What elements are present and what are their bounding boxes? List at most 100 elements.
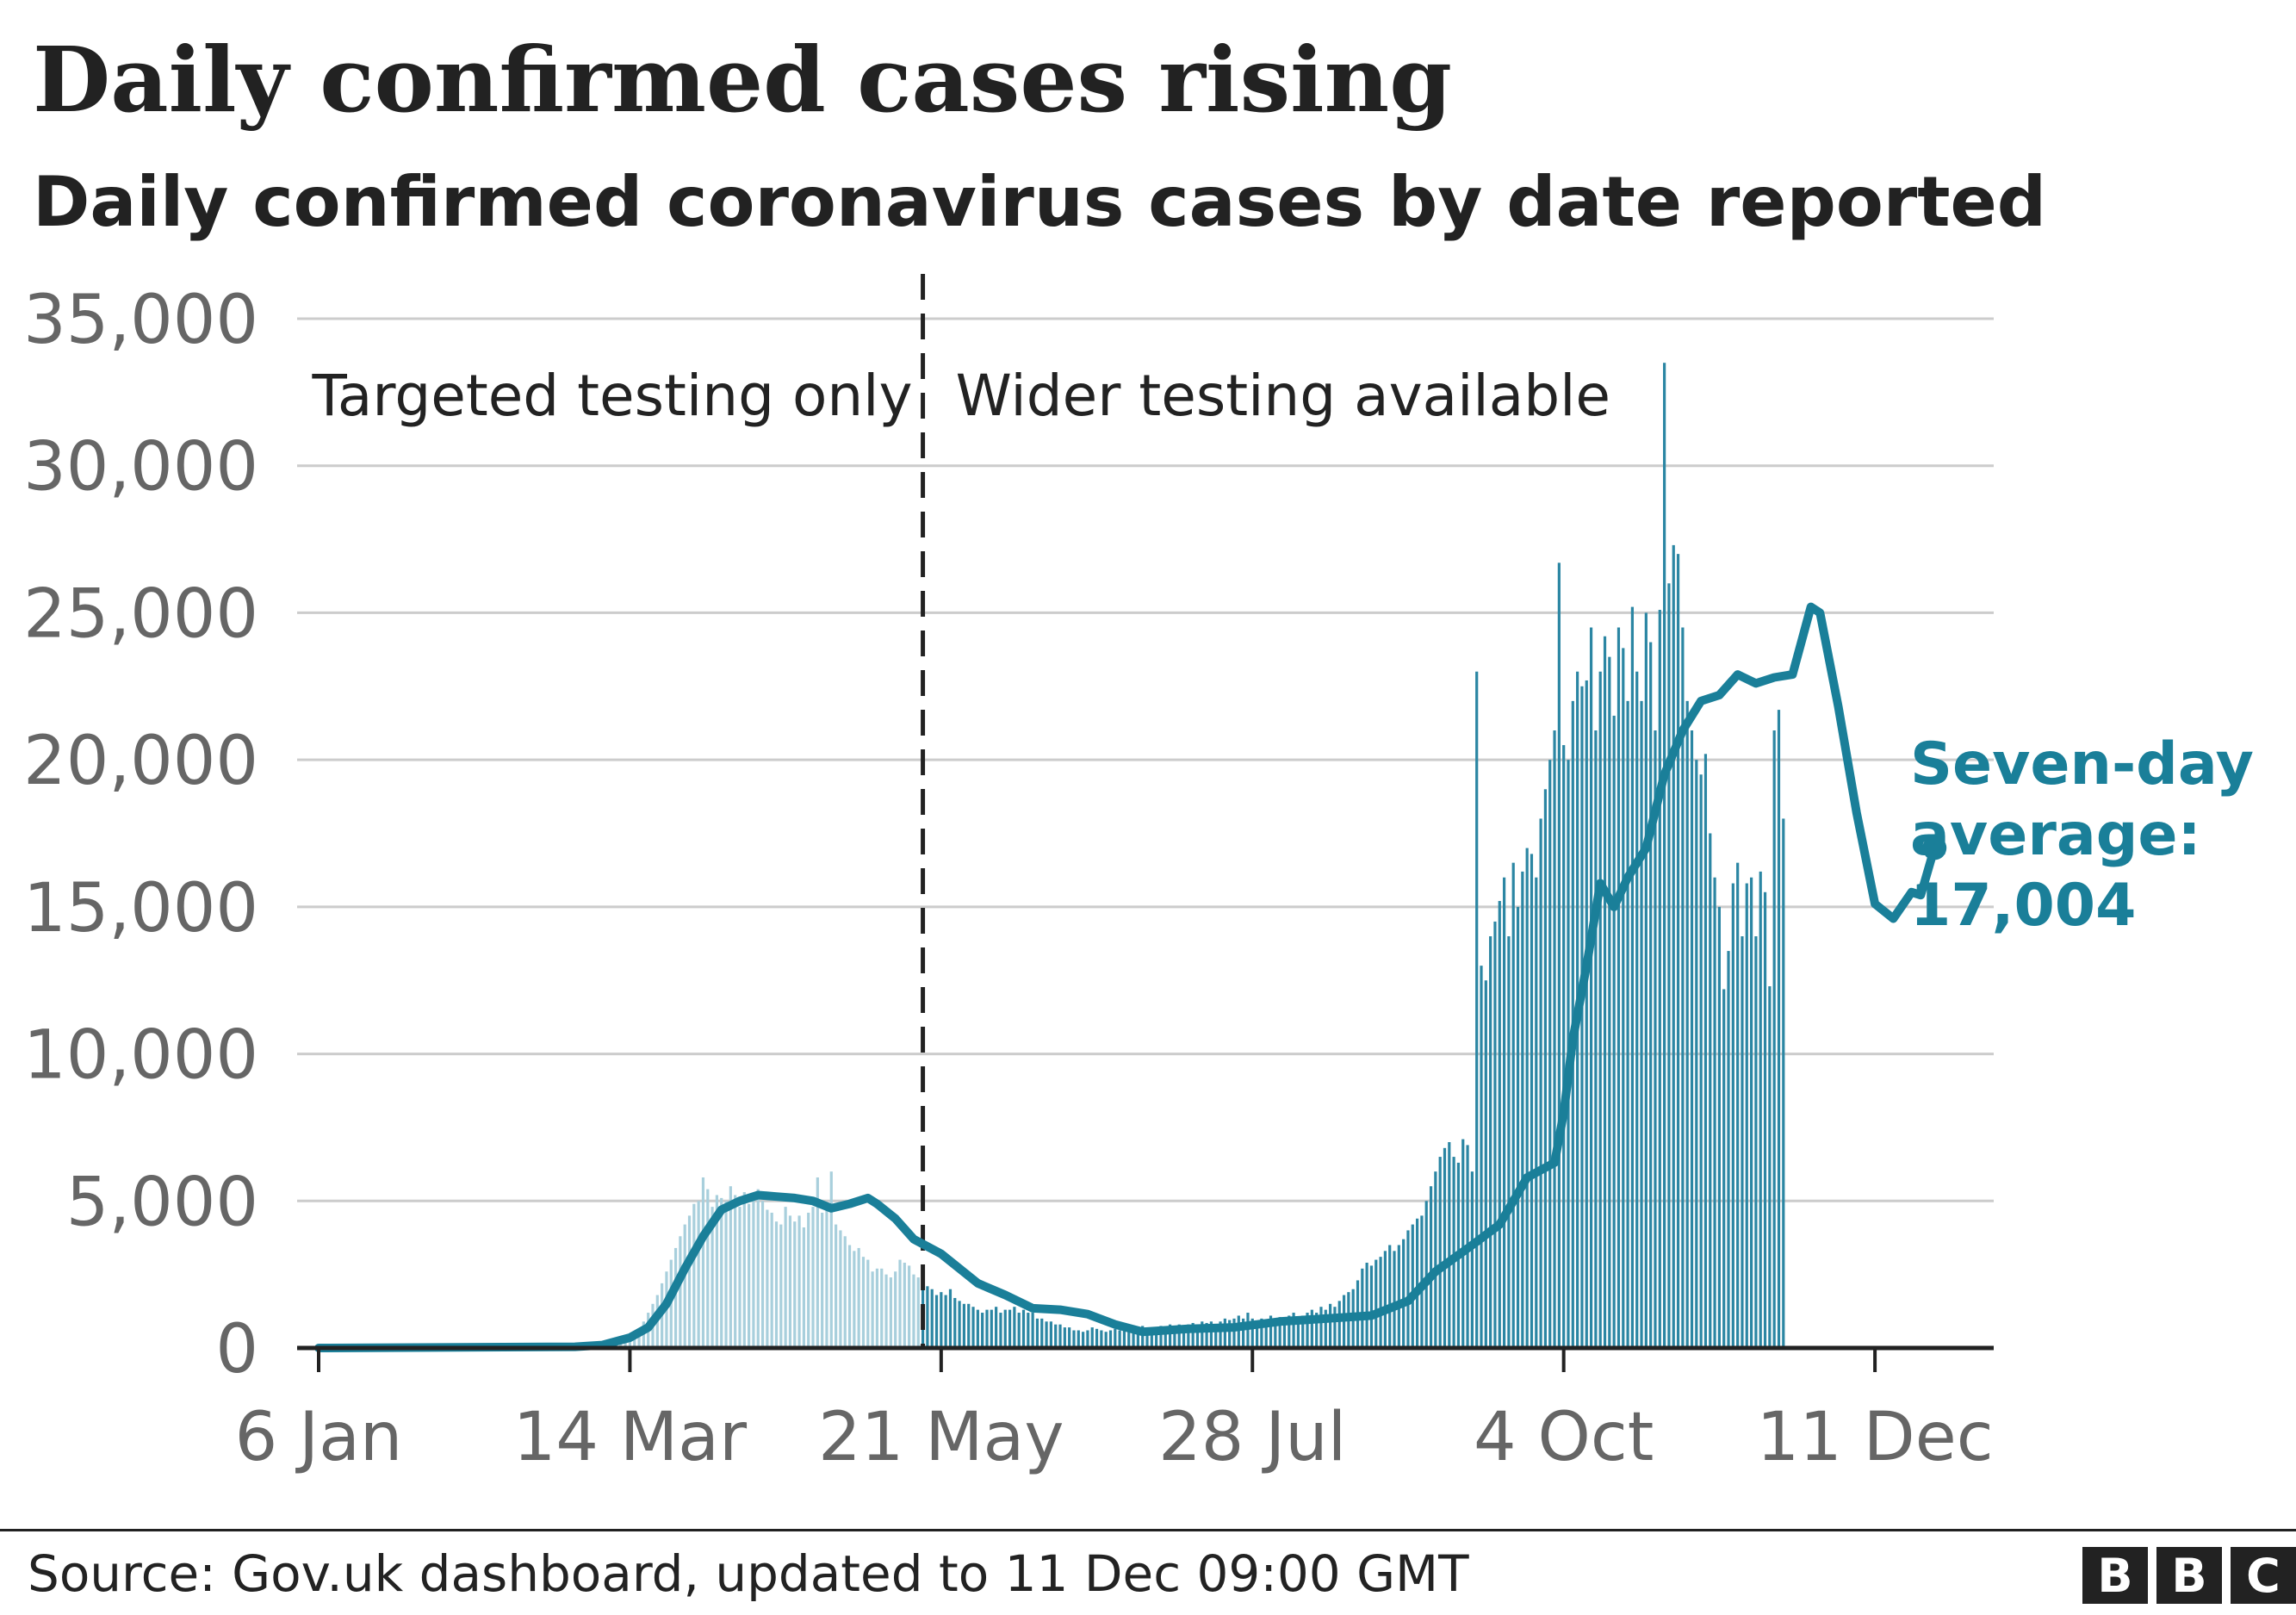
bar <box>821 1212 824 1348</box>
bar <box>1525 848 1529 1348</box>
average-annotation: 17,004 <box>1910 872 2136 940</box>
bar <box>1709 833 1712 1348</box>
bar <box>1063 1327 1066 1348</box>
daily-case-bars <box>574 363 1785 1348</box>
bar <box>1077 1330 1080 1348</box>
y-tick-label: 0 <box>215 1311 258 1388</box>
bar <box>1108 1330 1113 1348</box>
bar <box>1736 862 1740 1348</box>
bar <box>729 1186 732 1348</box>
bar <box>1438 1157 1442 1348</box>
bar <box>916 1277 920 1348</box>
bar <box>898 1259 902 1348</box>
bar <box>853 1251 856 1348</box>
y-tick-label: 20,000 <box>23 723 258 800</box>
bar <box>797 1215 801 1348</box>
bar <box>940 1292 943 1348</box>
bar <box>1068 1327 1071 1348</box>
bar <box>926 1286 929 1348</box>
bar <box>1511 862 1515 1348</box>
bar <box>875 1268 879 1348</box>
bar <box>1288 1315 1291 1348</box>
bar <box>843 1236 847 1348</box>
bar <box>1324 1309 1327 1348</box>
bar <box>1443 1147 1447 1348</box>
bar <box>1695 760 1698 1348</box>
bar <box>829 1171 833 1348</box>
bar <box>1021 1309 1026 1348</box>
bar <box>1191 1322 1195 1348</box>
bar <box>701 1177 705 1348</box>
y-axis-labels: 0 5,000 10,000 15,000 20,000 25,000 30,000 35,0… <box>23 282 258 1388</box>
bar <box>981 1313 984 1348</box>
chart: 0 5,000 10,000 15,000 20,000 25,000 30,000 35,0… <box>23 274 2254 1476</box>
bar <box>1086 1330 1089 1348</box>
bar <box>1741 936 1744 1348</box>
bar <box>724 1201 728 1348</box>
y-tick-label: 10,000 <box>23 1017 258 1095</box>
footer-divider <box>0 1529 2296 1531</box>
bar <box>1127 1328 1131 1348</box>
bar <box>857 1247 860 1348</box>
bar <box>1589 627 1593 1348</box>
bar <box>1278 1317 1281 1348</box>
y-tick-label: 35,000 <box>23 282 258 359</box>
wider-testing-label: Wider testing available <box>956 363 1610 429</box>
bar <box>1754 936 1758 1348</box>
bar <box>1187 1324 1190 1348</box>
bar <box>1667 583 1671 1348</box>
bar <box>948 1289 953 1348</box>
bar <box>734 1195 737 1348</box>
bar <box>884 1274 888 1348</box>
bar <box>1383 1251 1387 1348</box>
bar <box>1713 877 1716 1348</box>
bar <box>1306 1313 1309 1348</box>
bar <box>1301 1315 1305 1348</box>
bar <box>1237 1315 1240 1348</box>
bar <box>967 1303 971 1348</box>
bar <box>1772 730 1776 1348</box>
bar <box>1155 1327 1158 1348</box>
bar <box>1379 1257 1382 1348</box>
bar <box>1232 1318 1236 1348</box>
bar <box>779 1224 783 1348</box>
bar <box>944 1295 947 1348</box>
bar <box>1255 1321 1259 1348</box>
bar <box>1100 1330 1103 1348</box>
bar <box>1507 936 1511 1348</box>
bbc-logo-letter: B <box>2156 1547 2222 1604</box>
bar <box>861 1257 866 1348</box>
bar <box>1333 1307 1337 1348</box>
bar <box>697 1201 700 1348</box>
bar <box>1003 1309 1007 1348</box>
bar <box>1612 715 1616 1348</box>
bar <box>692 1203 696 1348</box>
bar <box>1361 1268 1364 1348</box>
bar <box>1594 730 1598 1348</box>
bar <box>1553 730 1556 1348</box>
bar <box>1685 700 1689 1348</box>
bar <box>1164 1327 1167 1348</box>
bar <box>1461 1139 1465 1348</box>
bar <box>1013 1307 1016 1348</box>
bar <box>894 1271 897 1348</box>
bar <box>766 1209 769 1348</box>
bar <box>912 1274 915 1348</box>
bar <box>1626 700 1629 1348</box>
bar <box>1114 1328 1117 1348</box>
bar <box>811 1207 815 1348</box>
bar <box>1177 1324 1181 1348</box>
bar <box>784 1207 787 1348</box>
bar <box>1388 1245 1392 1348</box>
bar <box>1644 612 1648 1348</box>
bar <box>1173 1326 1176 1348</box>
bar <box>1484 980 1487 1348</box>
bar <box>1209 1321 1213 1348</box>
bar <box>1406 1230 1410 1348</box>
bar <box>880 1268 884 1348</box>
bar <box>1397 1245 1400 1348</box>
bar <box>1337 1301 1341 1348</box>
chart-subtitle: Daily confirmed coronavirus cases by dat… <box>33 162 2047 242</box>
bar <box>1242 1318 1245 1348</box>
